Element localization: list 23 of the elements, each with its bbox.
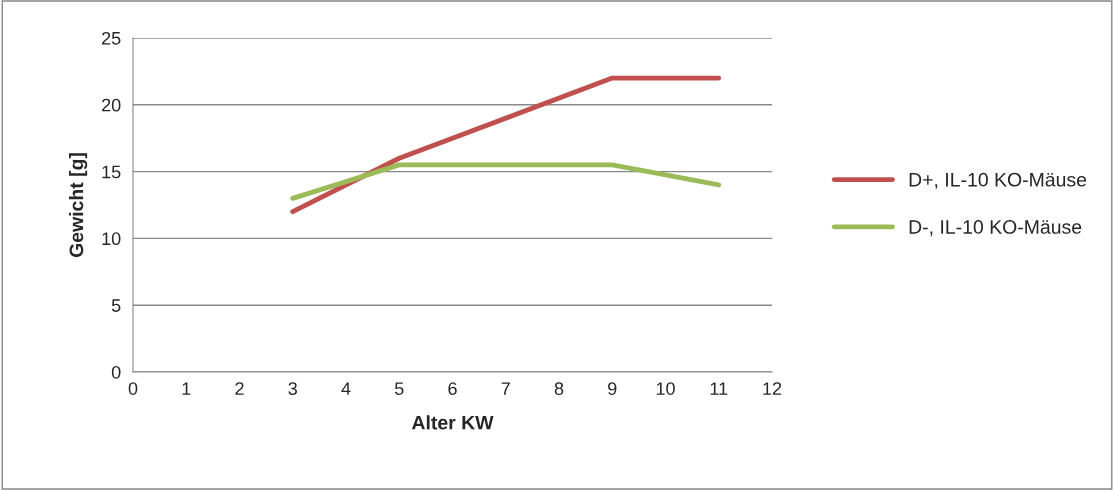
x-tick-label: 10 <box>656 382 675 395</box>
y-tick-label: 0 <box>111 365 121 379</box>
x-tick-label: 3 <box>288 382 297 395</box>
y-tick-label: 20 <box>102 98 121 112</box>
x-tick-label: 5 <box>394 382 404 395</box>
x-tick-label: 4 <box>341 382 351 395</box>
x-tick-label: 12 <box>763 382 782 395</box>
x-axis-title: Alter KW <box>411 415 494 430</box>
x-tick-label: 1 <box>182 382 191 395</box>
y-tick-label: 25 <box>102 31 121 45</box>
y-axis-title: Gewicht [g] <box>69 153 88 258</box>
legend-label: D-, IL-10 KO-Mäuse <box>909 220 1082 237</box>
y-tick-label: 5 <box>111 299 121 312</box>
legend-label: D+, IL-10 KO-Mäuse <box>909 172 1087 189</box>
x-tick-label: 9 <box>608 382 617 395</box>
x-tick-label: 2 <box>235 382 244 395</box>
x-tick-label: 8 <box>554 382 564 395</box>
x-tick-label: 7 <box>501 382 510 395</box>
x-tick-label: 0 <box>128 382 138 395</box>
x-tick-label: 11 <box>710 382 728 395</box>
x-tick-label: 6 <box>448 382 457 395</box>
y-tick-label: 15 <box>102 165 121 179</box>
y-tick-label: 10 <box>102 232 121 246</box>
